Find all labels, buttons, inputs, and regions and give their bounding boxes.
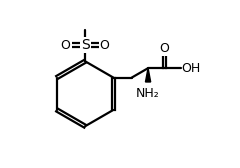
Text: NH₂: NH₂ bbox=[136, 87, 160, 99]
Polygon shape bbox=[145, 68, 151, 82]
Text: O: O bbox=[159, 43, 169, 55]
Text: O: O bbox=[61, 38, 71, 52]
Text: OH: OH bbox=[181, 62, 201, 75]
Text: S: S bbox=[81, 38, 90, 52]
Text: O: O bbox=[100, 38, 109, 52]
